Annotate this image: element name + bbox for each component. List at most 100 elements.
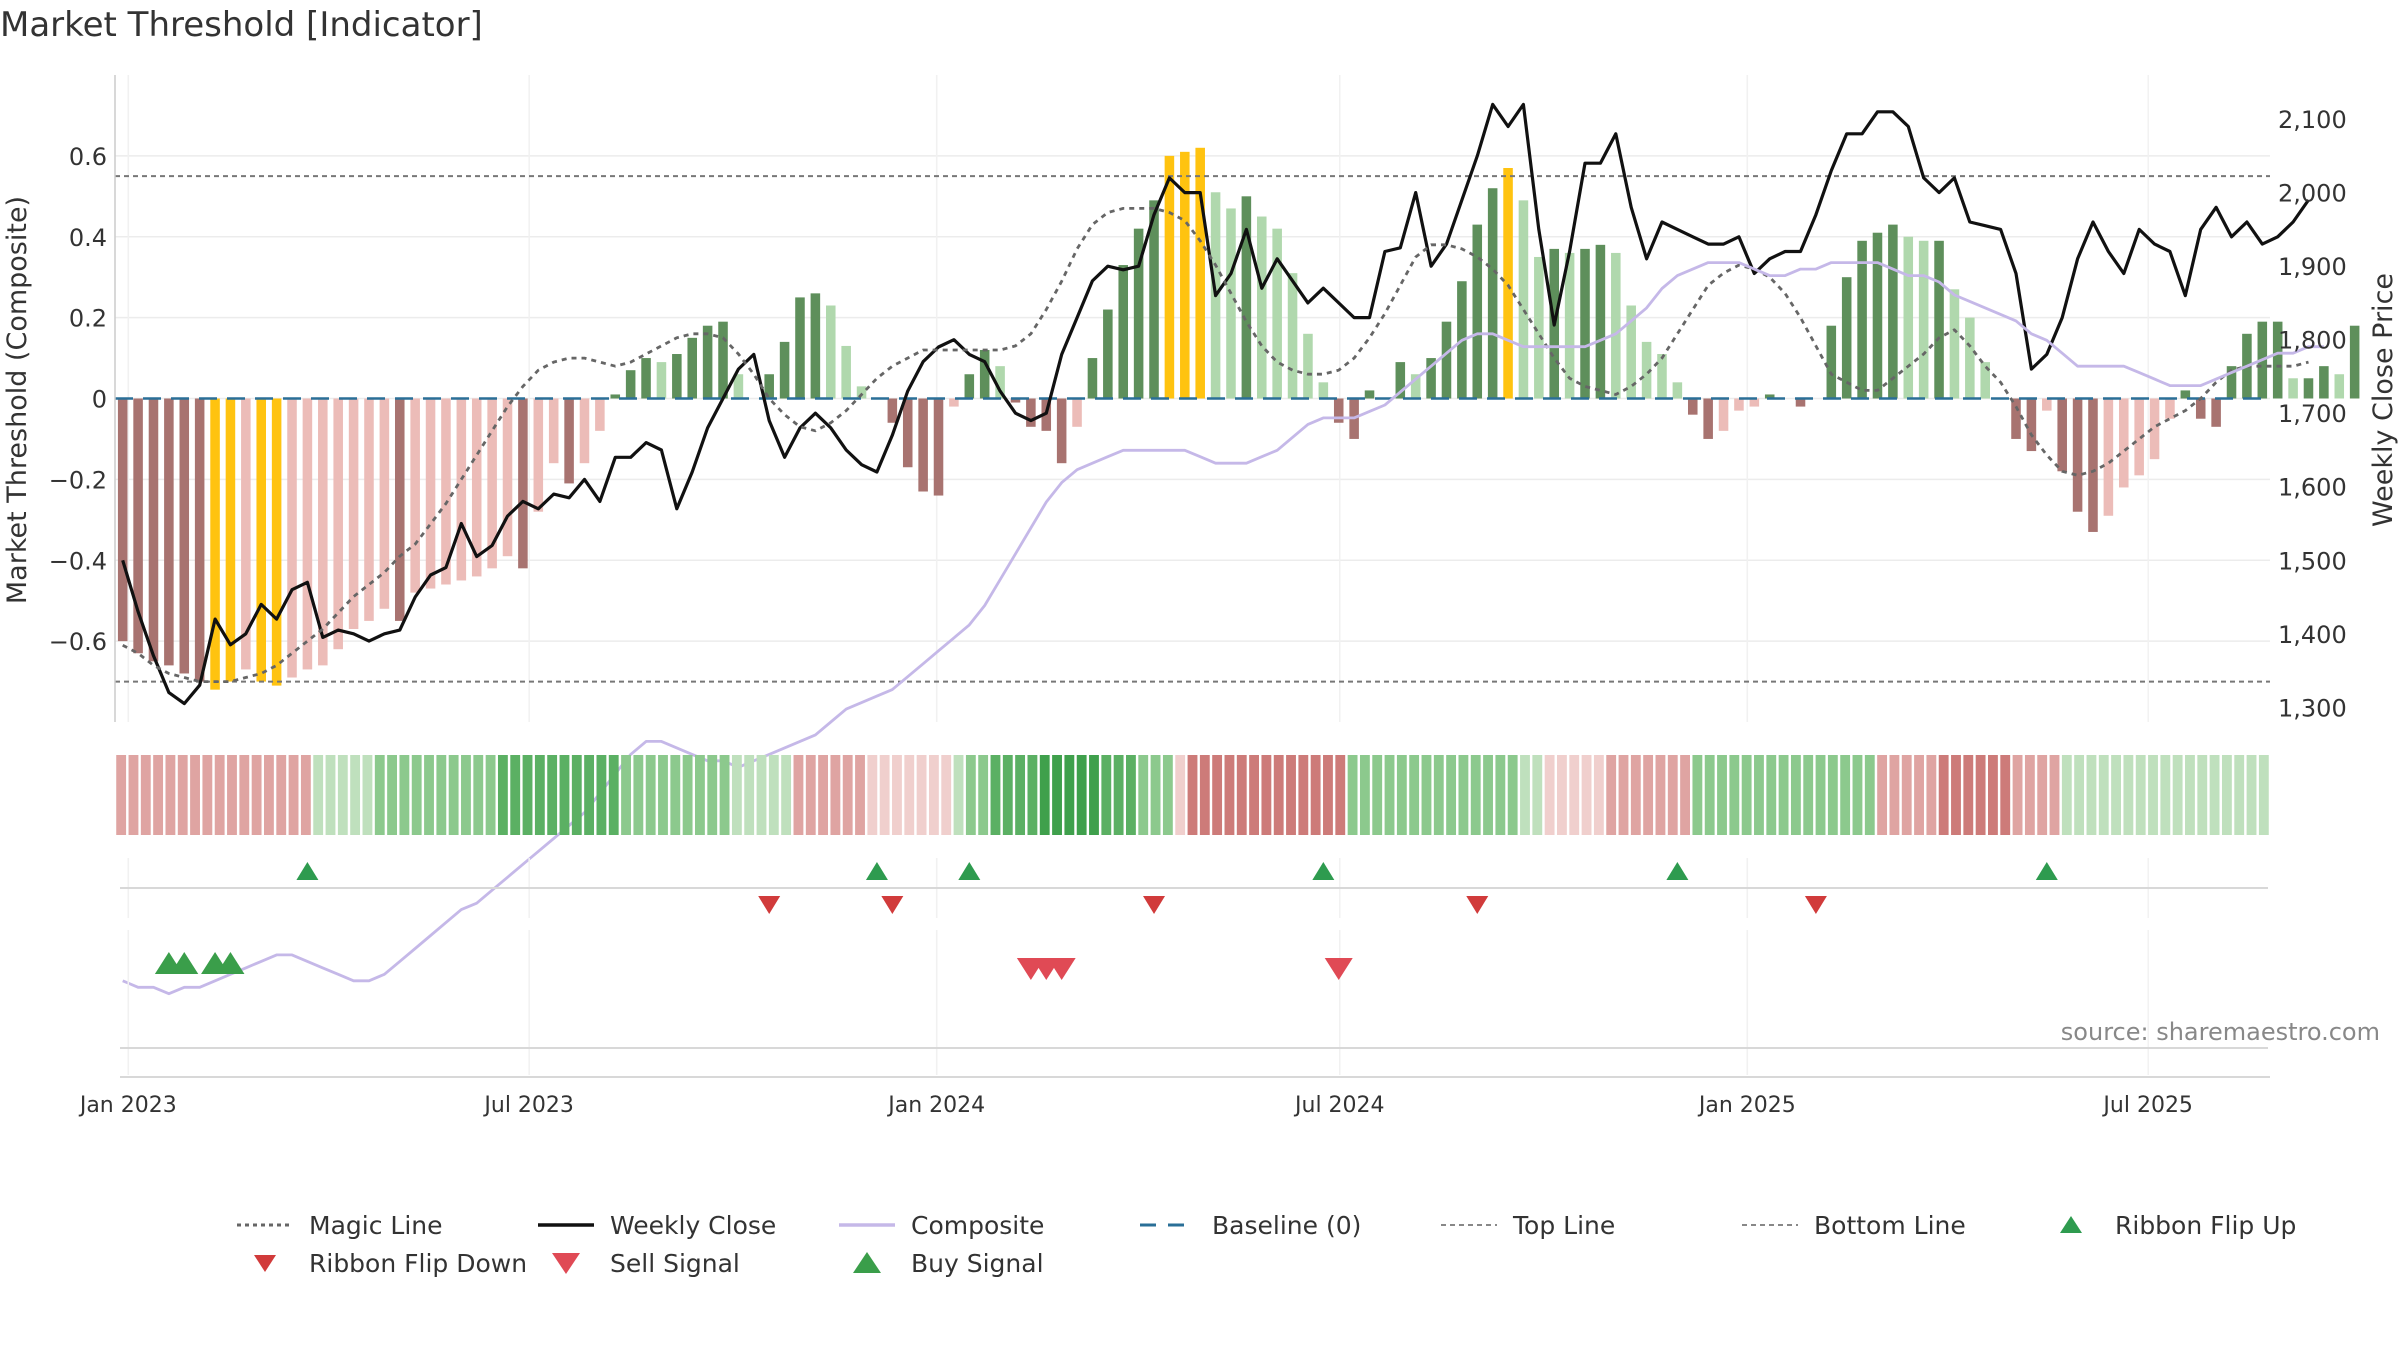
ribbon-cell — [424, 755, 434, 835]
ribbon-cell — [1138, 755, 1149, 835]
ribbon-cell — [1926, 755, 1937, 835]
ribbon-cell — [2185, 755, 2195, 835]
ribbon-cell — [2024, 755, 2035, 835]
ribbon-cell — [584, 755, 595, 835]
composite-bar — [1410, 374, 1421, 399]
ribbon-cell — [276, 755, 287, 835]
ribbon-cell — [2209, 755, 2220, 835]
composite-bar — [779, 341, 790, 399]
ribbon-flip-up-marker — [296, 862, 319, 880]
left-tick-label: −0.6 — [49, 628, 107, 656]
composite-bar — [2165, 398, 2175, 419]
ribbon-cell — [1409, 755, 1420, 835]
composite-bar — [902, 398, 913, 468]
composite-bar — [2042, 398, 2052, 411]
ribbon-cell — [2234, 755, 2245, 835]
composite-bar — [471, 398, 482, 577]
composite-bar — [1364, 390, 1375, 399]
composite-bar — [733, 374, 744, 399]
legend-item: Ribbon Flip Down — [254, 1249, 527, 1278]
ribbon-cell — [1938, 755, 1949, 835]
composite-bar — [1734, 398, 1744, 411]
composite-bar — [1241, 196, 1252, 399]
composite-bar — [1103, 309, 1113, 399]
x-tick-label: Jan 2024 — [886, 1093, 985, 1118]
composite-bar — [271, 398, 282, 686]
composite-bar — [379, 398, 390, 609]
composite-bar — [1395, 362, 1406, 399]
composite-bar — [1026, 398, 1036, 427]
legend-item: Buy Signal — [853, 1249, 1044, 1278]
ribbon-cell — [830, 755, 841, 835]
composite-bar — [1534, 256, 1544, 399]
ribbon-cell — [1347, 755, 1358, 835]
composite-bar — [856, 386, 867, 399]
composite-bar — [164, 398, 174, 666]
composite-bar — [1888, 224, 1898, 399]
ribbon-cell — [288, 755, 299, 835]
composite-bar — [841, 345, 851, 399]
right-tick-label: 1,700 — [2278, 400, 2347, 428]
ribbon-flip-down-marker — [881, 896, 904, 914]
ribbon-cell — [461, 755, 471, 835]
ribbon-flip-up-marker — [865, 862, 888, 880]
composite-bar — [1518, 200, 1529, 399]
legend-item: Bottom Line — [1742, 1211, 1966, 1240]
composite-bar — [933, 398, 944, 496]
composite-bar — [1256, 216, 1267, 399]
legend-label: Baseline (0) — [1212, 1211, 1361, 1240]
ribbon-cell — [2135, 755, 2146, 835]
right-tick-label: 1,800 — [2278, 327, 2347, 355]
ribbon-cell — [1458, 755, 1469, 835]
ribbon-cell — [325, 755, 336, 835]
composite-bar — [1764, 394, 1775, 399]
ribbon-cell — [2172, 755, 2183, 835]
ribbon-cell — [1323, 755, 1333, 835]
composite-bar — [656, 362, 667, 399]
y-axis-label-left: Market Threshold (Composite) — [2, 196, 33, 604]
composite-bar — [133, 398, 143, 654]
ribbon-cell — [1236, 755, 1247, 835]
ribbon-strip — [116, 755, 2269, 835]
chart-title: Market Threshold [Indicator] — [0, 5, 483, 45]
ribbon-cell — [621, 755, 631, 835]
ribbon-cell — [1089, 755, 1099, 835]
composite-bars — [117, 147, 2360, 690]
composite-bar — [502, 398, 513, 557]
composite-bar — [887, 398, 898, 423]
composite-bar — [225, 398, 236, 682]
composite-bar — [1333, 398, 1344, 423]
legend-item: Magic Line — [237, 1211, 443, 1240]
sell-signal-marker — [1047, 958, 1076, 980]
ribbon-cell — [1224, 755, 1235, 835]
composite-bar — [625, 370, 636, 399]
ribbon-cell — [1433, 755, 1444, 835]
composite-bar — [1903, 236, 1914, 399]
ribbon-cell — [264, 755, 274, 835]
composite-bar — [441, 398, 451, 585]
ribbon-cell — [1150, 755, 1161, 835]
composite-bar — [179, 398, 190, 674]
composite-bar — [610, 394, 621, 399]
composite-bar — [425, 398, 436, 589]
ribbon-cell — [1951, 755, 1961, 835]
ribbon-cell — [497, 755, 508, 835]
ribbon-cell — [608, 755, 619, 835]
composite-bar — [810, 293, 821, 399]
ribbon-cell — [842, 755, 853, 835]
ribbon-cell — [731, 755, 742, 835]
ribbon-cell — [781, 755, 792, 835]
ribbon-cell — [1667, 755, 1678, 835]
composite-bar — [1718, 398, 1729, 431]
ribbon-cell — [547, 755, 558, 835]
legend-swatch — [2060, 1216, 2082, 1233]
ribbon-cell — [1520, 755, 1530, 835]
composite-bar — [564, 398, 574, 484]
composite-bar — [2349, 325, 2360, 399]
ribbon-cell — [904, 755, 915, 835]
left-tick-label: −0.4 — [49, 547, 107, 575]
ribbon-cell — [2148, 755, 2158, 835]
ribbon-cell — [1717, 755, 1727, 835]
legend-swatch — [254, 1255, 276, 1272]
composite-bar — [1749, 398, 1760, 407]
